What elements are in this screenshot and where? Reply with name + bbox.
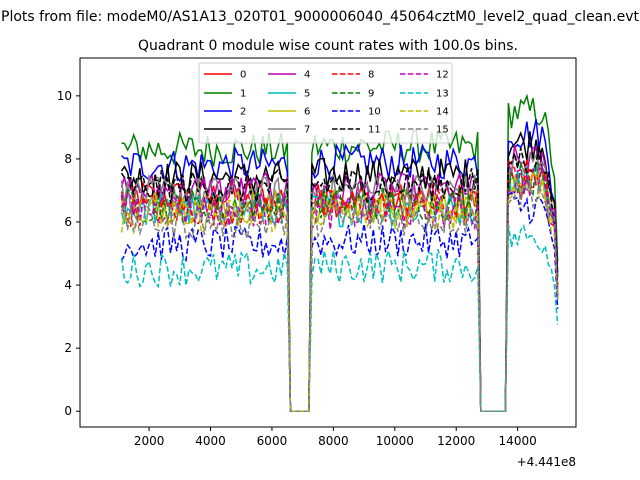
legend-label-12: 12 [436,70,449,81]
series-line-15 [120,177,559,412]
series-line-2 [120,119,559,412]
series-line-10 [120,191,559,412]
series-line-3 [120,130,559,412]
legend-label-2: 2 [240,107,246,118]
y-tick-label: 4 [64,278,72,292]
x-tick-label: 6000 [257,434,288,448]
legend-label-3: 3 [240,125,246,136]
x-tick-label: 8000 [318,434,349,448]
y-tick-label: 2 [64,341,72,355]
legend-label-13: 13 [436,89,449,100]
y-tick-label: 0 [64,404,72,418]
y-axis-ticks: 0 2 4 6 8 10 [57,89,80,418]
x-offset-label: +4.441e8 [517,455,576,469]
series-line-12 [120,164,559,412]
legend-box [198,62,453,144]
y-tick-label: 10 [57,89,72,103]
legend-label-14: 14 [436,107,449,118]
legend-label-5: 5 [304,89,310,100]
axes-frame [79,57,577,428]
legend-label-11: 11 [368,125,381,136]
y-tick-label: 8 [64,152,72,166]
legend-label-15: 15 [436,125,449,136]
legend-label-8: 8 [368,70,374,81]
x-tick-label: 10000 [376,434,414,448]
chart-title: Quadrant 0 module wise count rates with … [138,38,518,54]
legend-label-9: 9 [368,89,374,100]
plot-lines [120,93,559,412]
x-tick-label: 12000 [437,434,475,448]
legend-label-0: 0 [240,70,246,81]
legend-label-1: 1 [240,89,246,100]
figure-suptitle: Plots from file: modeM0/AS1A13_020T01_90… [1,9,639,25]
legend-label-10: 10 [368,107,381,118]
x-tick-label: 2000 [134,434,165,448]
legend-label-7: 7 [304,125,310,136]
x-axis-ticks: 2000 4000 6000 8000 10000 12000 14000 [134,427,537,448]
legend-label-6: 6 [304,107,310,118]
legend-label-4: 4 [304,70,310,81]
y-tick-label: 6 [64,215,72,229]
x-tick-label: 4000 [195,434,226,448]
x-tick-label: 14000 [499,434,537,448]
